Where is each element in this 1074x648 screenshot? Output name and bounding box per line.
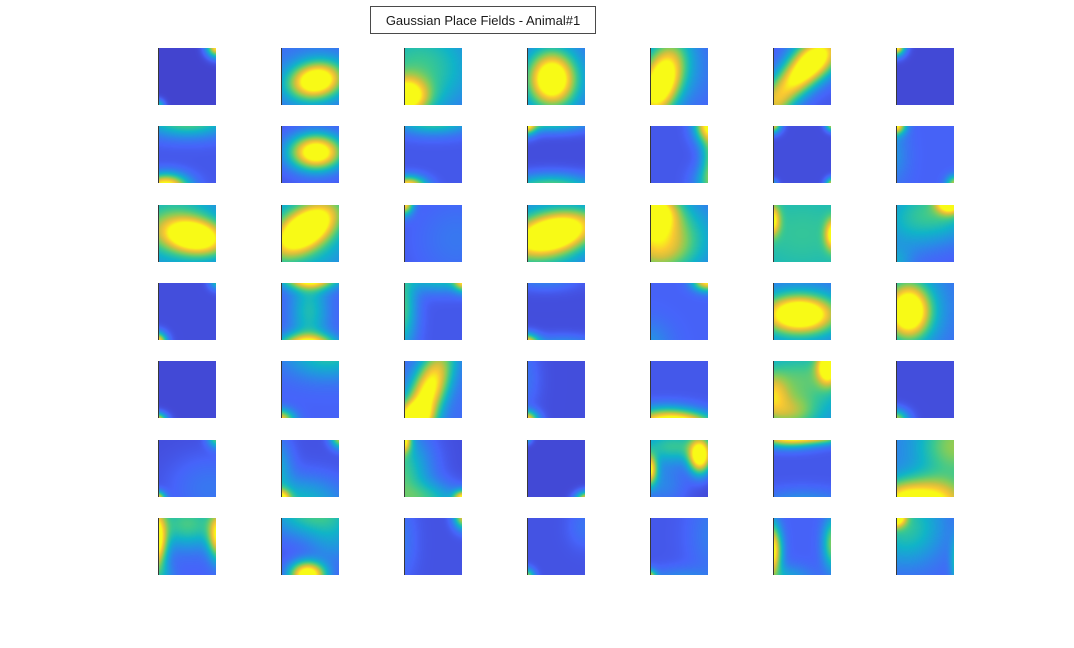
place-field-r1c6 xyxy=(773,48,831,105)
place-field-r6c7 xyxy=(896,439,954,497)
place-field-r5c1 xyxy=(158,361,216,419)
place-field-r2c6 xyxy=(773,126,831,184)
place-field-r1c1 xyxy=(158,48,216,105)
place-field-r6c3 xyxy=(404,439,462,497)
place-field-r5c4 xyxy=(527,361,585,419)
place-field-r4c4 xyxy=(527,282,585,340)
place-field-r6c6 xyxy=(773,439,831,497)
place-field-r2c3 xyxy=(404,126,462,184)
place-field-r5c3 xyxy=(404,361,462,419)
place-field-r6c1 xyxy=(158,439,216,497)
place-field-r2c2 xyxy=(281,126,339,184)
place-field-r1c4 xyxy=(527,48,585,105)
place-field-r4c6 xyxy=(773,282,831,340)
place-field-r7c1 xyxy=(158,517,216,575)
place-field-r4c3 xyxy=(404,282,462,340)
place-field-r2c1 xyxy=(158,126,216,184)
place-field-r3c7 xyxy=(896,204,954,262)
place-field-r1c3 xyxy=(404,48,462,105)
place-field-r4c1 xyxy=(158,282,216,340)
place-field-r2c4 xyxy=(527,126,585,184)
place-field-r7c3 xyxy=(404,517,462,575)
place-field-r2c5 xyxy=(650,126,708,184)
place-field-r3c3 xyxy=(404,204,462,262)
place-field-r3c5 xyxy=(650,204,708,262)
place-field-r4c7 xyxy=(896,282,954,340)
place-field-r3c6 xyxy=(773,204,831,262)
place-field-r6c4 xyxy=(527,439,585,497)
place-field-r1c2 xyxy=(281,48,339,105)
place-field-r7c7 xyxy=(896,517,954,575)
place-field-r7c2 xyxy=(281,517,339,575)
figure-title: Gaussian Place Fields - Animal#1 xyxy=(385,12,581,28)
place-field-r3c4 xyxy=(527,204,585,262)
place-field-r4c2 xyxy=(281,282,339,340)
place-field-r7c4 xyxy=(527,517,585,575)
place-field-r2c7 xyxy=(896,126,954,184)
place-field-r5c7 xyxy=(896,361,954,419)
place-field-r7c6 xyxy=(773,517,831,575)
place-field-r1c5 xyxy=(650,48,708,105)
place-field-r3c1 xyxy=(158,204,216,262)
place-field-r6c5 xyxy=(650,439,708,497)
place-field-r5c5 xyxy=(650,361,708,419)
place-field-r4c5 xyxy=(650,282,708,340)
place-field-r3c2 xyxy=(281,204,339,262)
figure-title-box: Gaussian Place Fields - Animal#1 xyxy=(370,6,596,34)
place-field-r5c6 xyxy=(773,361,831,419)
place-field-r7c5 xyxy=(650,517,708,575)
place-field-r1c7 xyxy=(896,48,954,105)
place-field-r5c2 xyxy=(281,361,339,419)
place-field-r6c2 xyxy=(281,439,339,497)
